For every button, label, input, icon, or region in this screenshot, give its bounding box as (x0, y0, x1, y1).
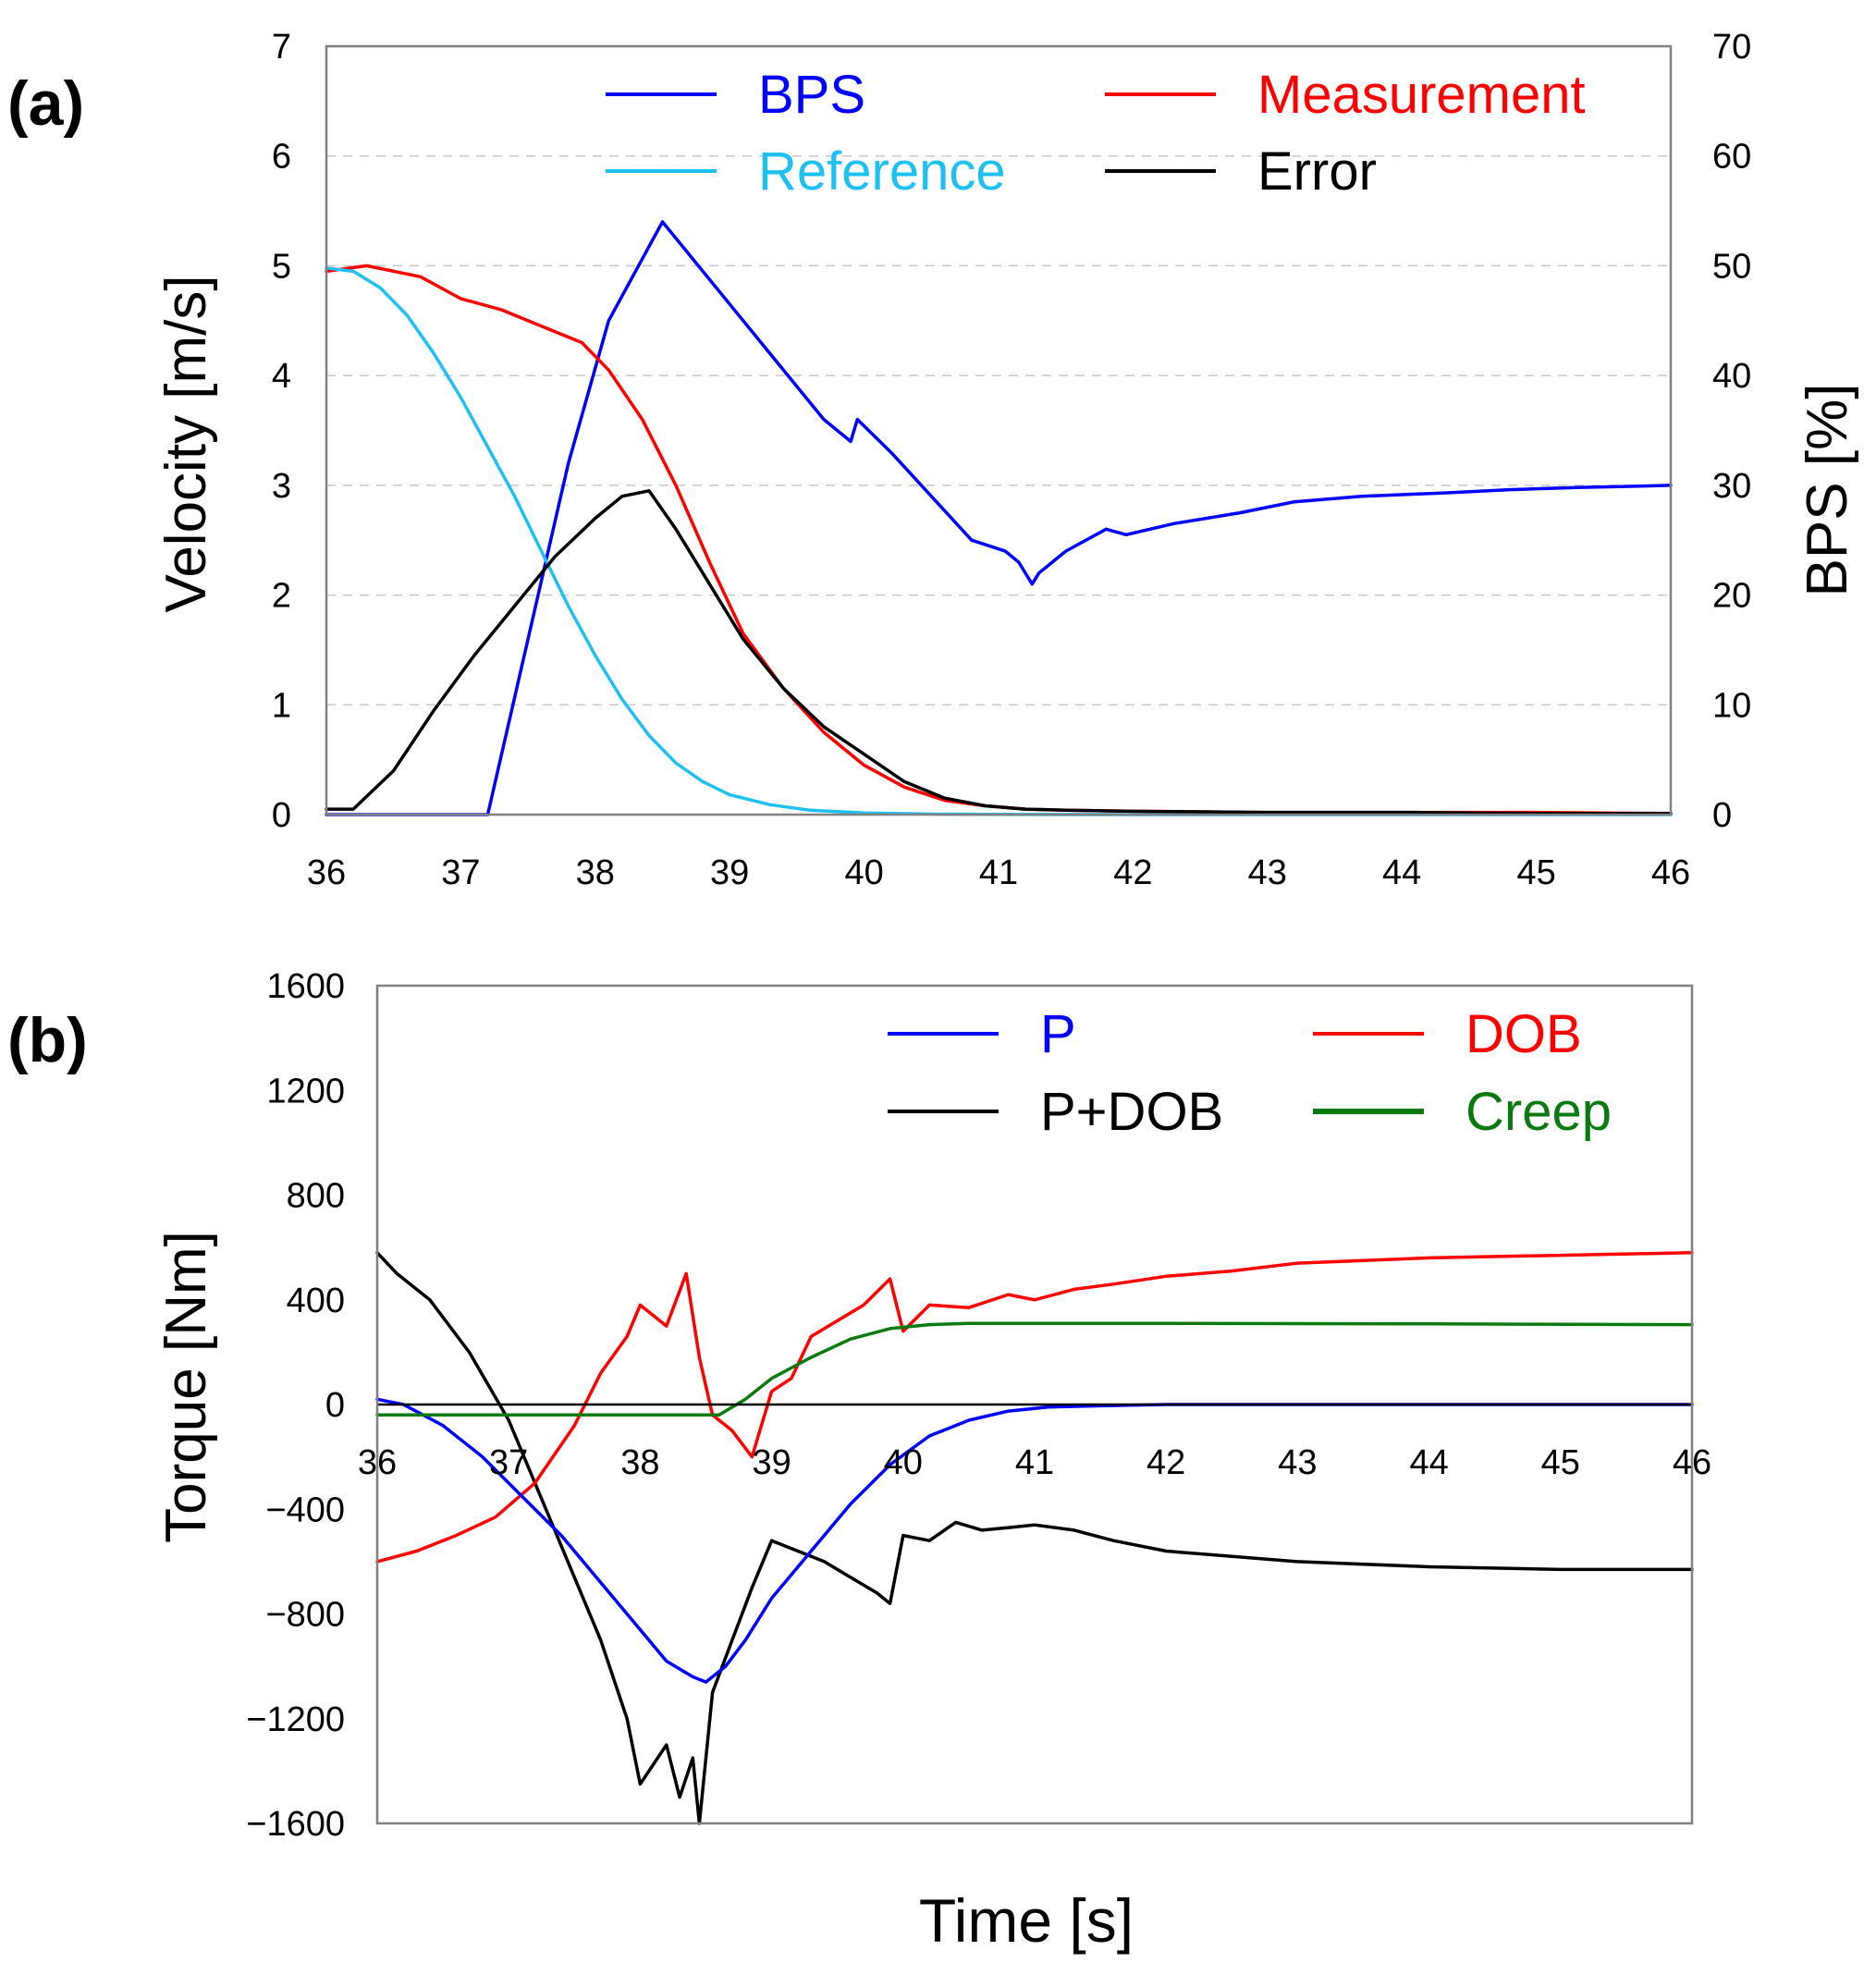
series-line-bps (325, 220, 1673, 816)
panel-a-y2-tick-labels: 0 10 20 30 40 50 60 70 (1712, 28, 1751, 835)
y-tick-label: 3 (272, 467, 291, 506)
y-tick-label: 4 (272, 357, 291, 396)
series-line-p (375, 1397, 1694, 1684)
y2-tick-label: 30 (1712, 467, 1751, 506)
legend-label-error: Error (1257, 141, 1377, 202)
series-line-reference (325, 266, 1673, 816)
series-line-p-dob (375, 1251, 1694, 1825)
legend-label-dob: DOB (1465, 1004, 1582, 1064)
panel-a-series (325, 220, 1673, 816)
y2-tick-label: 40 (1712, 357, 1751, 396)
x-tick-label: 36 (307, 853, 346, 892)
y2-tick-label: 0 (1712, 796, 1732, 835)
y-tick-label: 0 (325, 1386, 345, 1425)
panel-a-x-tick-labels: 36 37 38 39 40 41 42 43 44 45 46 (307, 853, 1690, 892)
legend-label-measurement: Measurement (1257, 65, 1586, 125)
x-axis-title: Time [s] (919, 1886, 1134, 1955)
panel-b-series (375, 1251, 1694, 1825)
y2-tick-label: 50 (1712, 247, 1751, 286)
legend-label-bps: BPS (758, 65, 865, 125)
series-line-dob (375, 1251, 1694, 1564)
y-tick-label: 6 (272, 138, 291, 177)
panel-b-legend: P DOB P+DOB Creep (888, 1004, 1612, 1142)
x-tick-label: 43 (1248, 853, 1287, 892)
panel-a-gridlines (326, 154, 1671, 706)
series-line-error (325, 489, 1673, 816)
x-tick-label: 38 (576, 853, 615, 892)
x-tick-label: 36 (358, 1443, 397, 1482)
y-tick-label: 1600 (266, 967, 345, 1006)
panel-a-y2-axis-title: BPS [%] (1796, 384, 1859, 597)
x-tick-label: 45 (1516, 853, 1555, 892)
y-tick-label: 1 (272, 686, 291, 725)
x-tick-label: 39 (710, 853, 749, 892)
y2-tick-label: 20 (1712, 577, 1751, 616)
panel-b-y-tick-labels: −1600 −1200 −800 −400 0 400 800 1200 1600 (246, 967, 345, 1844)
x-tick-label: 37 (489, 1443, 528, 1482)
x-tick-label: 44 (1382, 853, 1421, 892)
legend-label-p: P (1040, 1004, 1076, 1064)
y-tick-label: −1600 (246, 1805, 345, 1844)
y2-tick-label: 70 (1712, 28, 1751, 67)
y-tick-label: −800 (265, 1596, 345, 1635)
y-tick-label: 800 (287, 1177, 345, 1216)
y-tick-label: 1200 (266, 1072, 345, 1110)
x-tick-label: 42 (1113, 853, 1152, 892)
y2-tick-label: 60 (1712, 138, 1751, 177)
panel-a-label: (a) (7, 68, 84, 139)
x-tick-label: 44 (1409, 1443, 1448, 1482)
x-tick-label: 38 (620, 1443, 659, 1482)
x-tick-label: 43 (1278, 1443, 1317, 1482)
x-tick-label: 37 (441, 853, 480, 892)
y-tick-label: 2 (272, 577, 291, 616)
legend-label-creep: Creep (1465, 1082, 1612, 1142)
x-tick-label: 41 (1015, 1443, 1054, 1482)
y-tick-label: 400 (287, 1282, 345, 1320)
y-tick-label: −1200 (246, 1700, 345, 1739)
x-tick-label: 46 (1673, 1443, 1711, 1482)
x-tick-label: 39 (752, 1443, 791, 1482)
panel-a-y-axis-title: Velocity [m/s] (154, 275, 218, 612)
x-tick-label: 46 (1651, 853, 1690, 892)
x-tick-label: 40 (844, 853, 883, 892)
x-tick-label: 41 (979, 853, 1018, 892)
panel-a-legend: BPS Measurement Reference Error (606, 65, 1586, 202)
y-tick-label: 5 (272, 247, 291, 286)
x-tick-label: 42 (1146, 1443, 1185, 1482)
series-line-creep (375, 1321, 1694, 1417)
x-tick-label: 40 (884, 1443, 923, 1482)
panel-b-label: (b) (7, 1005, 88, 1075)
y-tick-label: −400 (265, 1491, 345, 1529)
legend-label-reference: Reference (758, 141, 1006, 202)
y2-tick-label: 10 (1712, 686, 1751, 725)
y-tick-label: 0 (272, 796, 291, 835)
panel-b-plot-frame (375, 984, 1694, 1825)
panel-b-y-axis-title: Torque [Nm] (154, 1231, 218, 1543)
y-tick-label: 7 (272, 28, 291, 67)
panel-b-x-tick-labels: 36 37 38 39 40 41 42 43 44 45 46 (358, 1443, 1711, 1482)
legend-label-p-dob: P+DOB (1040, 1082, 1223, 1142)
panel-a-y-tick-labels: 0 1 2 3 4 5 6 7 (272, 28, 291, 835)
series-line-measurement (325, 264, 1673, 816)
panel-b: (b) −1600 −1200 −800 −400 0 400 800 1200 1600 36… (7, 967, 1711, 1844)
x-tick-label: 45 (1541, 1443, 1580, 1482)
panel-a-plot-frame (325, 44, 1673, 816)
